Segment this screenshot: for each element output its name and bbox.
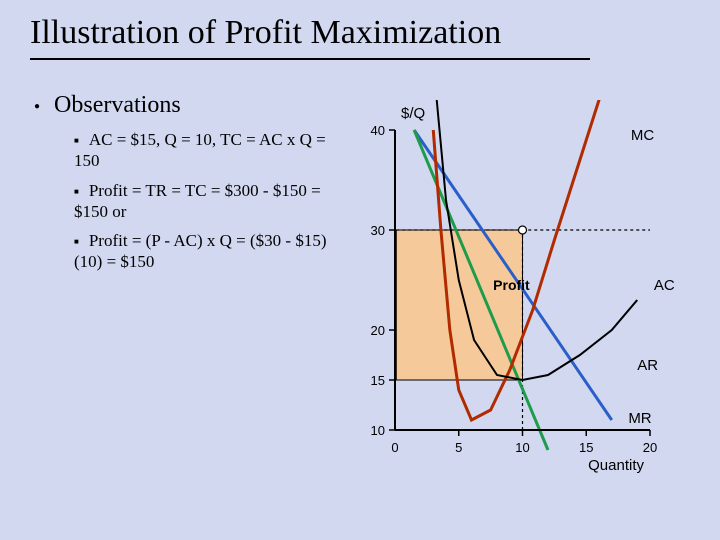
title-underline	[30, 58, 590, 60]
profit-label: Profit	[493, 277, 530, 293]
profit-region	[396, 230, 522, 380]
profit-max-chart: 10 15 20 30 40 0 5 10 15 20 $/Q Quantity MC AC AR MR Pro…	[350, 100, 700, 500]
y-tick-label: 40	[371, 123, 385, 138]
x-tick-label: 0	[391, 440, 398, 455]
x-tick-label: 20	[643, 440, 657, 455]
y-tick-label: 20	[371, 323, 385, 338]
bullets-region: Observations AC = $15, Q = 10, TC = AC x…	[34, 92, 344, 281]
x-tick-label: 10	[515, 440, 529, 455]
ac-label: AC	[654, 277, 675, 294]
mr-label: MR	[628, 410, 651, 427]
x-axis-label: Quantity	[588, 457, 644, 474]
x-tick-label: 5	[455, 440, 462, 455]
optimal-point	[519, 226, 527, 234]
slide-title: Illustration of Profit Maximization	[30, 14, 501, 52]
bullet-heading: Observations	[34, 92, 344, 119]
y-tick-label: 10	[371, 423, 385, 438]
ar-label: AR	[637, 357, 658, 374]
bullet-item: Profit = TR = TC = $300 - $150 = $150 or	[74, 180, 344, 223]
mc-label: MC	[631, 127, 654, 144]
y-axis-label: $/Q	[401, 105, 425, 122]
bullet-item: Profit = (P - AC) x Q = ($30 - $15)(10) …	[74, 230, 344, 273]
bullet-item: AC = $15, Q = 10, TC = AC x Q = 150	[74, 129, 344, 172]
x-tick-label: 15	[579, 440, 593, 455]
y-tick-label: 30	[371, 223, 385, 238]
y-tick-label: 15	[371, 373, 385, 388]
